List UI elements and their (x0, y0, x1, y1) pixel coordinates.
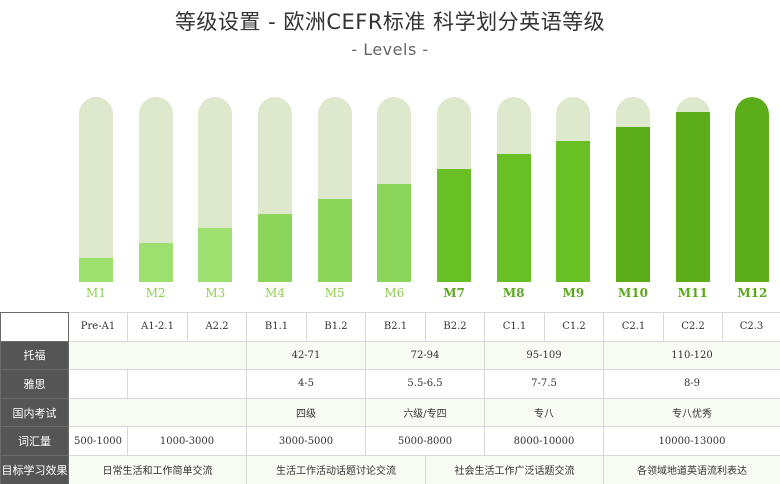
goal-cell: 日常生活和工作简单交流 (68, 454, 247, 484)
bar-label-m11: M11 (677, 286, 708, 300)
row-toefl: 托福 42-71 72-94 95-109 110-120 (0, 340, 780, 371)
domestic-cell (68, 397, 247, 428)
levels-table: CEFR Pre-A1 A1-2.1 A2.2 B1.1 B1.2 B2.1 B… (0, 312, 780, 484)
bar-label-m10: M10 (618, 286, 648, 300)
bar-m6 (377, 183, 412, 282)
bar-m9 (556, 141, 591, 282)
row-domestic: 国内考试 四级 六级/专四 专八 专八优秀 (0, 397, 780, 428)
bar-m10 (616, 126, 651, 282)
bar-track-m11 (675, 97, 710, 282)
goal-cell: 生活工作活动话题讨论交流 (246, 454, 426, 484)
bar-track-m9 (556, 97, 591, 282)
vocab-cell: 3000-5000 (246, 426, 366, 456)
toefl-cell: 95-109 (484, 340, 604, 371)
row-head-ielts: 雅思 (0, 369, 69, 399)
toefl-cell (68, 340, 247, 371)
bar-track-m2 (138, 97, 173, 282)
bar-m8 (496, 154, 531, 282)
toefl-cell: 72-94 (365, 340, 485, 371)
domestic-cell: 专八 (484, 397, 604, 428)
cefr-cell: Pre-A1 (68, 312, 128, 342)
cefr-cell: C1.2 (544, 312, 604, 342)
bar-m4 (258, 213, 292, 282)
row-cefr: CEFR Pre-A1 A1-2.1 A2.2 B1.1 B1.2 B2.1 B… (0, 312, 780, 342)
row-goal: 目标学习效果 日常生活和工作简单交流 生活工作活动话题讨论交流 社会生活工作广泛… (0, 454, 780, 484)
cefr-cell: C2.1 (603, 312, 664, 342)
ielts-cell (68, 369, 128, 399)
bar-track-m6 (377, 97, 412, 282)
goal-cell: 社会生活工作广泛话题交流 (425, 454, 604, 484)
vocab-cell: 8000-10000 (484, 426, 604, 456)
bar-label-m8: M8 (502, 286, 525, 300)
bar-m1 (79, 257, 113, 282)
vocab-cell: 5000-8000 (365, 426, 485, 456)
bar-track-m1 (79, 97, 113, 282)
bar-label-m12: M12 (737, 286, 768, 300)
row-head-cefr: CEFR (0, 312, 69, 342)
bar-track-m8 (496, 97, 531, 282)
cefr-cell: C2.3 (722, 312, 780, 342)
ielts-cell: 4-5 (246, 369, 366, 399)
bar-m5 (317, 198, 352, 282)
bar-label-m9: M9 (562, 286, 585, 300)
cefr-cell: B2.1 (365, 312, 426, 342)
bar-track-m5 (317, 97, 352, 282)
bar-label-m4: M4 (265, 286, 285, 300)
vocab-cell: 1000-3000 (127, 426, 247, 456)
levels-bar-chart: M1 M2 M3 M4 M5 M6 M7 M8 M9 M10 M11 M12 (79, 97, 770, 300)
bar-label-m6: M6 (384, 286, 405, 300)
vocab-cell: 10000-13000 (603, 426, 780, 456)
cefr-cell: C2.2 (663, 312, 723, 342)
ielts-cell: 7-7.5 (484, 369, 604, 399)
row-head-toefl: 托福 (0, 340, 69, 371)
ielts-cell: 8-9 (603, 369, 780, 399)
bar-m12 (735, 97, 770, 282)
domestic-cell: 专八优秀 (603, 397, 780, 428)
cefr-cell: B2.2 (425, 312, 485, 342)
bar-label-m2: M2 (145, 286, 166, 300)
ielts-cell (127, 369, 247, 399)
bar-track-m7 (437, 97, 472, 282)
cefr-cell: A1-2.1 (127, 312, 188, 342)
cefr-cell: B1.2 (306, 312, 366, 342)
goal-cell: 各领域地道英语流利表达 (603, 454, 780, 484)
row-vocab: 词汇量 500-1000 1000-3000 3000-5000 5000-80… (0, 426, 780, 456)
bar-label-m1: M1 (86, 286, 106, 300)
bar-track-m12 (735, 97, 770, 282)
ielts-cell: 5.5-6.5 (365, 369, 485, 399)
row-head-goal: 目标学习效果 (0, 454, 69, 484)
domestic-cell: 四级 (246, 397, 366, 428)
row-head-vocab: 词汇量 (0, 426, 69, 456)
bar-track-m4 (258, 97, 292, 282)
bar-m3 (198, 228, 233, 282)
cefr-cell: C1.1 (484, 312, 545, 342)
bar-m7 (437, 169, 472, 282)
bar-m11 (675, 111, 710, 282)
cefr-cell: B1.1 (246, 312, 307, 342)
bar-label-m7: M7 (443, 286, 465, 300)
page-title: 等级设置 - 欧洲CEFR标准 科学划分英语等级 (174, 10, 606, 34)
bar-label-m5: M5 (324, 286, 345, 300)
row-head-domestic: 国内考试 (0, 397, 69, 428)
cefr-cell: A2.2 (187, 312, 247, 342)
toefl-cell: 110-120 (603, 340, 780, 371)
bar-m2 (138, 243, 173, 282)
domestic-cell: 六级/专四 (365, 397, 485, 428)
page-subtitle: - Levels - (351, 40, 429, 59)
vocab-cell: 500-1000 (68, 426, 128, 456)
row-ielts: 雅思 4-5 5.5-6.5 7-7.5 8-9 (0, 369, 780, 399)
toefl-cell: 42-71 (246, 340, 366, 371)
bar-track-m10 (616, 97, 651, 282)
bar-label-m3: M3 (205, 286, 226, 300)
bar-track-m3 (198, 97, 233, 282)
